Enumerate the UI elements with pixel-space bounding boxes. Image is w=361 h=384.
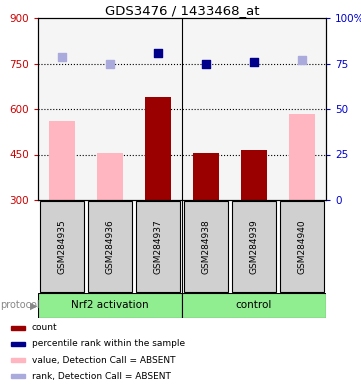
Point — [203, 60, 209, 66]
Bar — [136, 201, 180, 292]
Text: GSM284939: GSM284939 — [249, 219, 258, 274]
Bar — [182, 293, 326, 318]
Text: control: control — [236, 301, 272, 311]
Text: ▶: ▶ — [30, 301, 38, 311]
Text: GSM284936: GSM284936 — [105, 219, 114, 274]
Text: value, Detection Call = ABSENT: value, Detection Call = ABSENT — [32, 356, 175, 364]
Bar — [11, 374, 25, 378]
Text: GSM284940: GSM284940 — [297, 219, 306, 274]
Bar — [11, 358, 25, 362]
Bar — [280, 201, 323, 292]
Text: rank, Detection Call = ABSENT: rank, Detection Call = ABSENT — [32, 371, 171, 381]
Bar — [193, 153, 219, 200]
Bar — [289, 114, 315, 200]
Text: protocol: protocol — [0, 301, 40, 311]
Bar — [49, 121, 75, 200]
Bar — [97, 153, 123, 200]
Point — [251, 59, 257, 65]
Bar — [11, 326, 25, 330]
Bar — [11, 342, 25, 346]
Bar — [38, 293, 182, 318]
Bar — [145, 97, 171, 200]
Point — [59, 55, 65, 61]
Bar — [88, 201, 132, 292]
Text: Nrf2 activation: Nrf2 activation — [71, 301, 149, 311]
Bar — [241, 150, 267, 200]
Bar — [232, 201, 275, 292]
Title: GDS3476 / 1433468_at: GDS3476 / 1433468_at — [105, 4, 259, 17]
Text: GSM284937: GSM284937 — [153, 219, 162, 274]
Bar — [40, 201, 84, 292]
Text: percentile rank within the sample: percentile rank within the sample — [32, 339, 185, 349]
Text: count: count — [32, 323, 57, 333]
Point — [155, 50, 161, 56]
Point — [299, 57, 305, 63]
Text: GSM284935: GSM284935 — [57, 219, 66, 274]
Text: GSM284938: GSM284938 — [201, 219, 210, 274]
Point — [107, 60, 113, 66]
Bar — [184, 201, 227, 292]
